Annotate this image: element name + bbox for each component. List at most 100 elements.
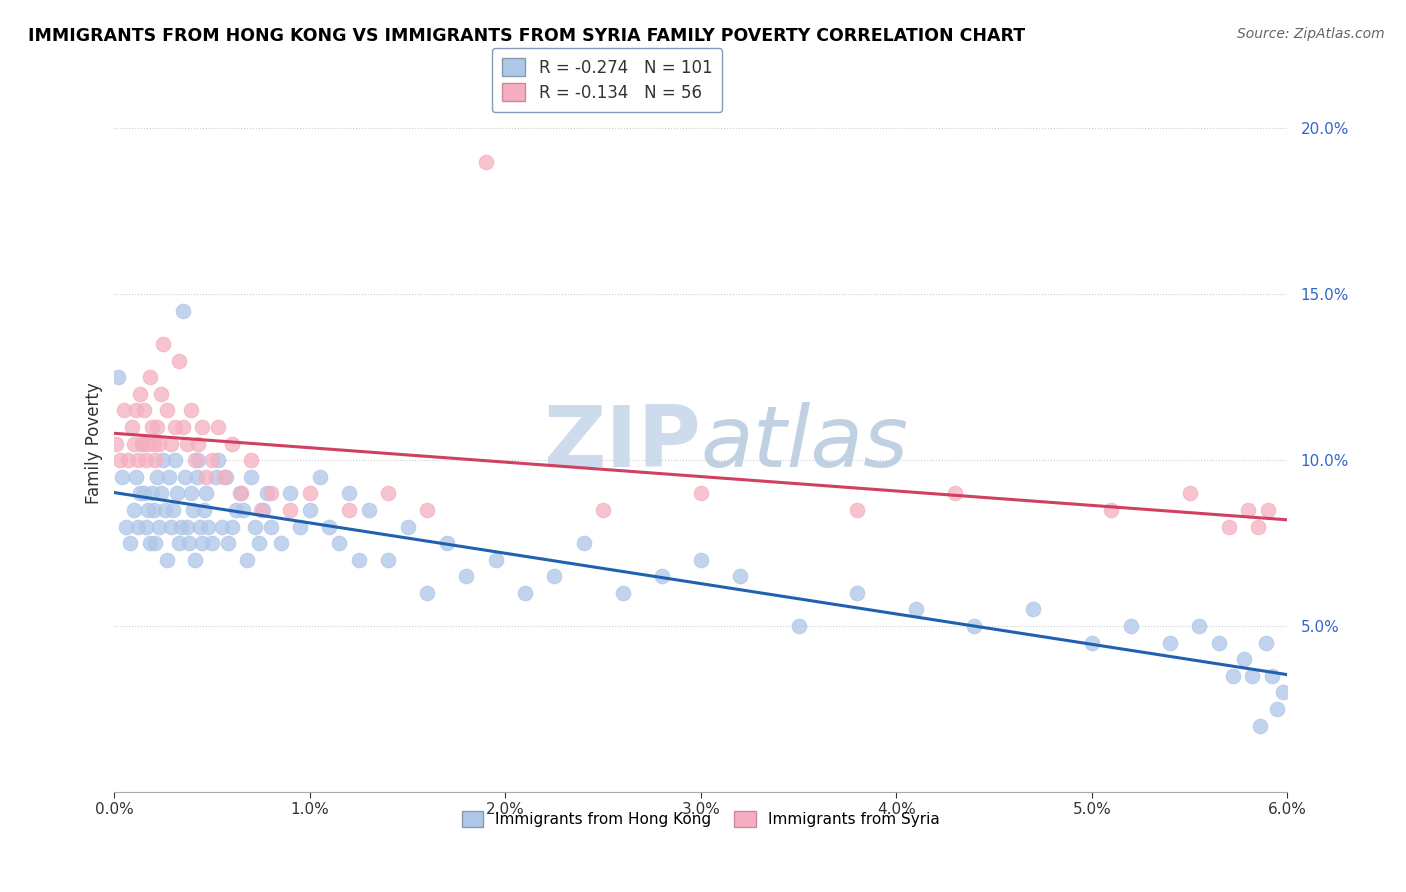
- Point: [183, 553, 205, 567]
- Point: [904, 602, 927, 616]
- Point: [180, 486, 202, 500]
- Point: [846, 586, 869, 600]
- Point: [298, 503, 321, 517]
- Point: [592, 503, 614, 517]
- Point: [135, 453, 157, 467]
- Point: [357, 503, 380, 517]
- Point: [484, 553, 506, 567]
- Point: [347, 553, 370, 567]
- Point: [186, 470, 208, 484]
- Point: [117, 453, 139, 467]
- Text: ZIP: ZIP: [543, 402, 700, 485]
- Point: [157, 470, 180, 484]
- Point: [543, 569, 565, 583]
- Point: [141, 420, 163, 434]
- Point: [160, 436, 183, 450]
- Point: [1237, 503, 1260, 517]
- Point: [217, 536, 239, 550]
- Point: [155, 503, 177, 517]
- Point: [212, 470, 235, 484]
- Point: [231, 486, 253, 500]
- Point: [167, 536, 190, 550]
- Point: [207, 453, 229, 467]
- Point: [728, 569, 751, 583]
- Point: [225, 503, 247, 517]
- Text: atlas: atlas: [700, 402, 908, 485]
- Point: [172, 304, 194, 318]
- Point: [156, 553, 179, 567]
- Point: [163, 420, 186, 434]
- Point: [183, 453, 205, 467]
- Point: [141, 486, 163, 500]
- Point: [111, 470, 134, 484]
- Point: [201, 536, 224, 550]
- Point: [197, 519, 219, 533]
- Point: [328, 536, 350, 550]
- Point: [240, 453, 263, 467]
- Point: [1099, 503, 1122, 517]
- Point: [122, 503, 145, 517]
- Point: [215, 470, 238, 484]
- Point: [177, 536, 200, 550]
- Point: [127, 519, 149, 533]
- Point: [1267, 702, 1289, 716]
- Point: [1241, 669, 1264, 683]
- Point: [416, 503, 439, 517]
- Point: [148, 436, 170, 450]
- Point: [298, 486, 321, 500]
- Point: [1022, 602, 1045, 616]
- Point: [195, 486, 218, 500]
- Point: [115, 519, 138, 533]
- Point: [436, 536, 458, 550]
- Point: [308, 470, 330, 484]
- Point: [163, 453, 186, 467]
- Point: [136, 436, 159, 450]
- Point: [136, 503, 159, 517]
- Point: [260, 519, 283, 533]
- Point: [270, 536, 292, 550]
- Point: [207, 420, 229, 434]
- Point: [131, 436, 153, 450]
- Point: [145, 536, 167, 550]
- Point: [1260, 669, 1282, 683]
- Point: [112, 403, 135, 417]
- Point: [513, 586, 536, 600]
- Point: [1254, 635, 1277, 649]
- Legend: Immigrants from Hong Kong, Immigrants from Syria: Immigrants from Hong Kong, Immigrants fr…: [456, 805, 946, 833]
- Point: [142, 436, 165, 450]
- Point: [152, 453, 174, 467]
- Point: [176, 519, 198, 533]
- Point: [132, 486, 155, 500]
- Point: [250, 503, 273, 517]
- Point: [187, 453, 209, 467]
- Point: [396, 519, 419, 533]
- Text: Source: ZipAtlas.com: Source: ZipAtlas.com: [1237, 27, 1385, 41]
- Point: [1233, 652, 1256, 666]
- Point: [846, 503, 869, 517]
- Point: [170, 519, 193, 533]
- Point: [142, 503, 165, 517]
- Point: [1081, 635, 1104, 649]
- Point: [211, 519, 233, 533]
- Point: [221, 436, 243, 450]
- Point: [236, 553, 259, 567]
- Point: [278, 503, 301, 517]
- Point: [232, 503, 254, 517]
- Point: [260, 486, 283, 500]
- Point: [337, 486, 360, 500]
- Point: [150, 486, 173, 500]
- Point: [107, 370, 129, 384]
- Point: [1208, 635, 1230, 649]
- Point: [1188, 619, 1211, 633]
- Point: [131, 436, 153, 450]
- Point: [1272, 685, 1295, 699]
- Point: [221, 519, 243, 533]
- Point: [475, 154, 498, 169]
- Point: [1257, 503, 1279, 517]
- Point: [195, 470, 218, 484]
- Point: [337, 503, 360, 517]
- Point: [1159, 635, 1181, 649]
- Point: [145, 453, 167, 467]
- Point: [118, 536, 141, 550]
- Point: [191, 420, 214, 434]
